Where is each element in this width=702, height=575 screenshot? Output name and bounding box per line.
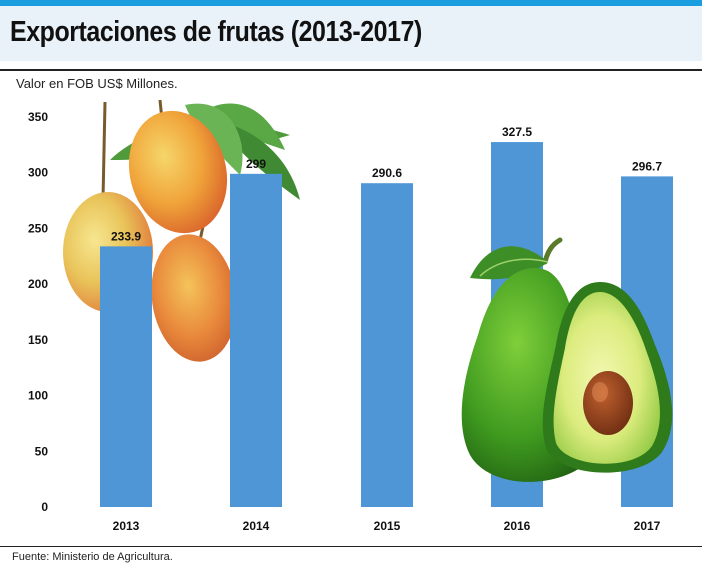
y-tick-label: 100 bbox=[28, 389, 48, 403]
y-tick-label: 350 bbox=[28, 110, 48, 124]
mango-fruit-icon bbox=[128, 110, 228, 234]
bar-2015 bbox=[361, 183, 413, 507]
data-label-2015: 290.6 bbox=[372, 166, 402, 180]
x-axis-labels: 2013 2014 2015 2016 2017 bbox=[113, 519, 661, 533]
source-note: Fuente: Ministerio de Agricultura. bbox=[12, 551, 173, 563]
data-label-2016: 327.5 bbox=[502, 125, 532, 139]
data-label-2014: 299 bbox=[246, 157, 266, 171]
x-tick-label-2015: 2015 bbox=[374, 519, 401, 533]
y-tick-label: 50 bbox=[35, 444, 49, 458]
avocado-stem-icon bbox=[542, 237, 563, 265]
bar-2013 bbox=[100, 246, 152, 507]
avocado-pit-highlight-icon bbox=[592, 382, 608, 402]
avocado-pit-icon bbox=[583, 371, 633, 435]
y-tick-label: 150 bbox=[28, 333, 48, 347]
y-tick-label: 200 bbox=[28, 277, 48, 291]
bar-2014 bbox=[230, 173, 282, 508]
avocado-illustration bbox=[461, 237, 673, 482]
data-label-2013: 233.9 bbox=[111, 229, 141, 243]
y-tick-label: 250 bbox=[28, 221, 48, 235]
data-label-2017: 296.7 bbox=[632, 159, 662, 173]
x-tick-label-2016: 2016 bbox=[504, 519, 531, 533]
title-band bbox=[0, 6, 702, 61]
y-tick-label: 0 bbox=[41, 500, 48, 514]
title-divider bbox=[0, 69, 702, 71]
page-title: Exportaciones de frutas (2013-2017) bbox=[10, 16, 422, 48]
avocado-leaf-vein-icon bbox=[479, 258, 549, 277]
footer-divider bbox=[0, 546, 702, 547]
y-axis-label: Valor en FOB US$ Millones. bbox=[16, 76, 178, 91]
mango-fruit-icon bbox=[151, 234, 237, 362]
x-tick-label-2014: 2014 bbox=[243, 519, 270, 533]
mango-stem-icon bbox=[101, 101, 107, 201]
x-tick-label-2017: 2017 bbox=[634, 519, 661, 533]
y-tick-label: 300 bbox=[28, 166, 48, 180]
x-tick-label-2013: 2013 bbox=[113, 519, 140, 533]
data-labels: 233.9 299 290.6 327.5 296.7 bbox=[111, 125, 662, 243]
top-accent-bar bbox=[0, 0, 702, 6]
y-axis-ticks: 0 50 100 150 200 250 300 350 bbox=[28, 110, 48, 514]
